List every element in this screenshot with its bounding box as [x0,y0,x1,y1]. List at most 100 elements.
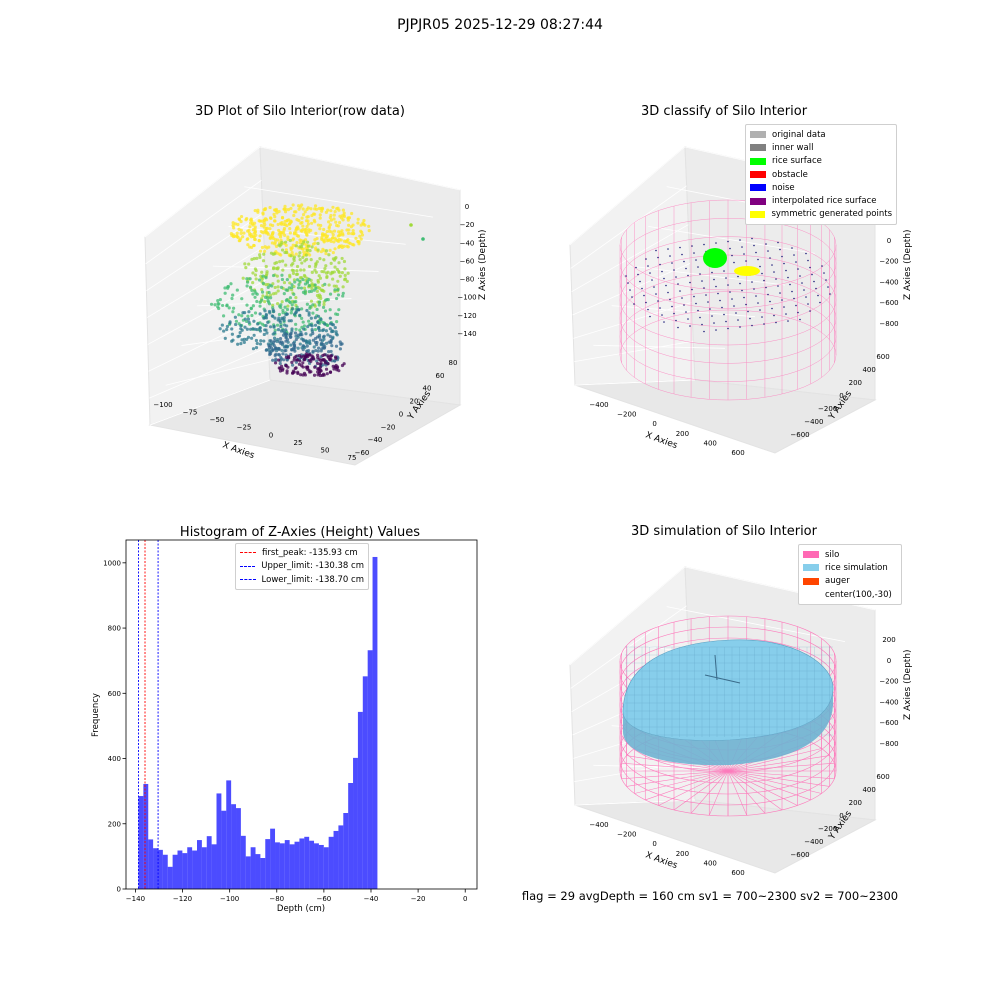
classify-y-tick-label: 200 [849,379,862,387]
simulation-legend-item: center(100,-30) [803,588,897,601]
histogram-bar [187,847,193,889]
histogram-y-tick-label: 200 [108,820,121,828]
histogram-x-tick-label: −60 [316,895,331,903]
classify-legend-item: symmetric generated points [750,208,892,221]
histogram-bar [279,843,285,889]
classify-legend-swatch [750,131,766,139]
histogram-bar [289,844,295,889]
histogram-bar [211,844,217,889]
histogram-bar [357,711,363,889]
classify-y-tick-label: −600 [790,431,809,439]
histogram-legend-item: Lower_limit: -138.70 cm [240,573,364,587]
classify-legend: original data inner wall rice surface obsta… [745,124,897,226]
classify-z-tick-label: 0 [887,237,891,245]
sim-z-tick-label: 200 [882,636,895,644]
histogram-bar [372,556,378,889]
histogram-bar [314,843,319,889]
raw-y-tick-label: 0 [399,410,403,418]
sim-y-tick-label: −200 [818,825,837,833]
simulation-plot-title: 3D simulation of Silo Interior [631,524,817,539]
raw-x-tick-label: 25 [294,439,303,447]
histogram-bar [275,842,280,889]
rice-surface-cluster [703,248,727,268]
classify-z-tick-label: −800 [879,320,898,328]
histogram-x-tick-label: −80 [269,895,284,903]
classify-z-tick-label: −400 [879,278,898,286]
sim-x-tick-label: 400 [704,859,717,867]
classify-xlabel: X Axies [644,430,679,451]
sim-z-tick-label: −800 [879,740,898,748]
histogram-bar [197,840,202,889]
histogram-bar [245,856,251,889]
raw-y-tick-label: 40 [423,385,432,393]
histogram-bar [157,849,163,889]
histogram-x-tick-label: −120 [173,895,192,903]
classify-legend-item: interpolated rice surface [750,194,892,207]
histogram-bar [236,808,241,889]
raw-zlabel: Z Axies (Depth) [478,229,488,300]
sim-z-tick-label: −200 [879,678,898,686]
simulation-legend-label: auger [825,576,850,587]
simulation-legend-item: rice simulation [803,561,897,574]
classify-z-tick-label: −600 [879,299,898,307]
histogram-bar [255,854,261,889]
histogram-y-tick-label: 400 [108,755,121,763]
classify-legend-swatch [750,171,766,179]
simulation-legend-label: rice simulation [825,562,888,573]
simulation-legend: silo rice simulation auger center(100,-30) [798,544,902,606]
classify-y-tick-label: 600 [876,353,889,361]
histogram-legend: first_peak: -135.93 cm Upper_limit: -130.… [235,543,369,590]
raw-y-tick-label: −20 [381,423,396,431]
histogram-y-tick-label: 0 [117,886,121,894]
histogram-bar [343,813,349,889]
rice-simulation-surface [622,639,834,741]
histogram-bar [328,836,334,889]
simulation-legend-swatch [803,564,819,572]
sim-x-tick-label: −400 [589,821,608,829]
raw-z-tick-label: −80 [460,276,475,284]
sim-z-tick-label: 0 [887,657,891,665]
classify-legend-item: inner wall [750,141,892,154]
classify-z-tick-label: −200 [879,258,898,266]
sim-x-tick-label: 200 [676,850,689,858]
classify-legend-item: noise [750,181,892,194]
simulation-legend-swatch [803,551,819,559]
classify-legend-label: inner wall [772,142,814,153]
histogram-x-tick-label: −20 [411,895,426,903]
histogram-bar [362,676,368,889]
simulation-legend-swatch [803,577,819,585]
histogram-bar [353,757,358,889]
sim-z-tick-label: −600 [879,719,898,727]
histogram-title: Histogram of Z-Axies (Height) Values [180,525,420,540]
histogram-bar [250,847,256,889]
histogram-bar [221,810,227,889]
classify-x-tick-label: 400 [704,439,717,447]
rice-simulation-skirt [622,690,833,766]
sim-y-tick-label: 200 [849,799,862,807]
histogram-bar [177,850,183,889]
classify-y-tick-label: −400 [804,418,823,426]
sim-y-tick-label: 400 [862,786,875,794]
histogram-y-tick-label: 800 [108,625,121,633]
histogram-bar [294,841,300,889]
histogram-legend-item: first_peak: -135.93 cm [240,546,364,560]
histogram-ylabel: Frequency [91,693,101,737]
simulation-legend-item: silo [803,548,897,561]
histogram-bar [167,866,173,889]
classify-zlabel: Z Axies (Depth) [903,229,913,300]
raw-y-tick-label: −40 [368,436,383,444]
histogram-x-tick-label: −100 [220,895,239,903]
classify-legend-label: noise [772,182,795,193]
classify-legend-swatch [750,184,766,192]
histogram-axes-frame [125,539,478,890]
histogram-bar [192,850,198,889]
classify-legend-label: symmetric generated points [771,209,892,220]
raw-x-tick-label: −100 [153,401,172,409]
simulation-legend-item: auger [803,575,897,588]
raw-x-tick-label: −25 [237,424,252,432]
raw-y-tick-label: 20 [410,398,419,406]
histogram-bar [143,783,149,889]
classify-plot-title: 3D classify of Silo Interior [640,104,808,119]
